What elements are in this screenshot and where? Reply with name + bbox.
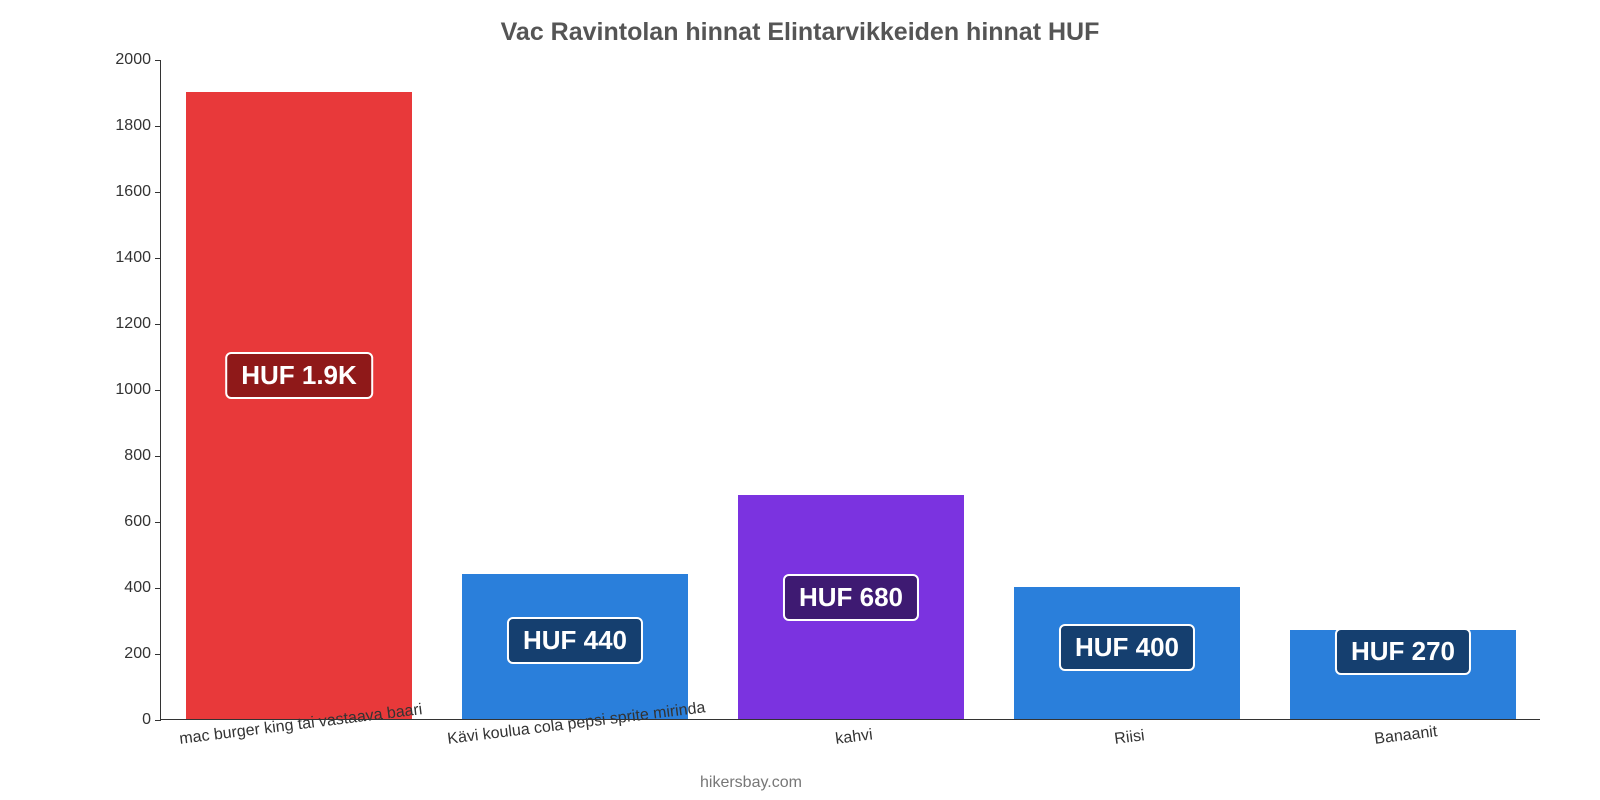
y-tick-mark bbox=[155, 720, 161, 721]
plot-area: 0200400600800100012001400160018002000 HU… bbox=[160, 60, 1540, 720]
bar-value-badge: HUF 270 bbox=[1335, 628, 1471, 675]
attribution-text: hikersbay.com bbox=[700, 774, 802, 792]
bars-group: HUF 1.9K HUF 440 HUF 680 HUF 400 HUF 270 bbox=[161, 60, 1540, 719]
x-tick-label: Riisi bbox=[1112, 715, 1146, 748]
bar-value-badge: HUF 400 bbox=[1059, 624, 1195, 671]
bar: HUF 400 bbox=[1014, 587, 1240, 719]
bar: HUF 270 bbox=[1290, 630, 1516, 719]
x-tick-label: kahvi bbox=[833, 714, 874, 748]
x-tick-label: Banaanit bbox=[1372, 711, 1438, 748]
bar-value-badge: HUF 440 bbox=[507, 617, 643, 664]
chart-container: Vac Ravintolan hinnat Elintarvikkeiden h… bbox=[0, 0, 1600, 800]
bar-value-badge: HUF 680 bbox=[783, 574, 919, 621]
bar: HUF 1.9K bbox=[186, 92, 412, 719]
bar-value-badge: HUF 1.9K bbox=[225, 352, 373, 399]
chart-title: Vac Ravintolan hinnat Elintarvikkeiden h… bbox=[0, 0, 1600, 47]
bar: HUF 680 bbox=[738, 495, 964, 719]
